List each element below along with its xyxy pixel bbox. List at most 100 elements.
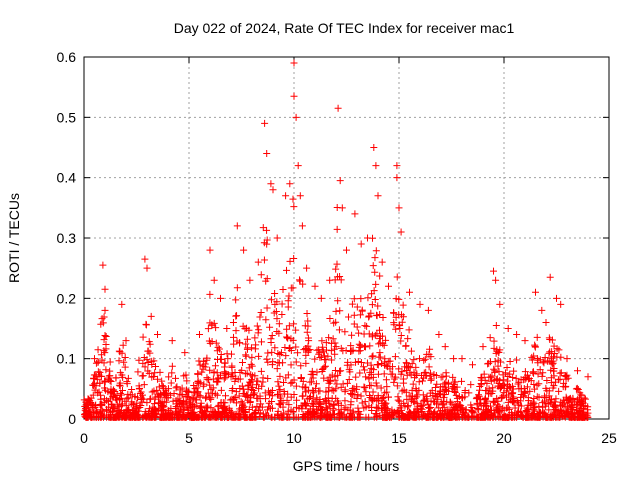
data-point [349, 346, 357, 354]
data-point [281, 343, 289, 351]
data-point [490, 337, 498, 345]
data-point [543, 387, 551, 395]
data-point [366, 342, 374, 350]
data-point [206, 366, 214, 374]
data-point [397, 332, 405, 340]
data-point [353, 323, 361, 331]
data-point [81, 412, 89, 420]
data-point [230, 395, 238, 403]
data-point [398, 387, 406, 395]
data-point [101, 285, 109, 293]
data-point [123, 380, 131, 388]
data-point [404, 402, 412, 410]
data-point [492, 376, 500, 384]
data-point [228, 363, 236, 371]
x-axis-ticks: 0 5 10 15 20 25 [80, 57, 617, 446]
data-point [95, 388, 103, 396]
data-point [475, 386, 483, 394]
data-point [479, 343, 487, 351]
data-point [124, 394, 132, 402]
data-point [203, 407, 211, 415]
data-point [500, 406, 508, 414]
data-point [492, 404, 500, 412]
data-point [496, 300, 504, 308]
data-point [355, 340, 363, 348]
data-point [221, 373, 229, 381]
data-point [502, 413, 510, 421]
data-point [372, 379, 380, 387]
data-point [158, 413, 166, 421]
data-point [277, 349, 285, 357]
data-point [513, 331, 521, 339]
data-point [402, 359, 410, 367]
data-point [435, 331, 443, 339]
data-point [180, 372, 188, 380]
data-point [312, 384, 320, 392]
data-point [290, 203, 298, 211]
data-point [331, 367, 339, 375]
data-point [140, 381, 148, 389]
data-point [247, 376, 255, 384]
data-point [290, 254, 298, 262]
data-point [302, 388, 310, 396]
data-point [554, 376, 562, 384]
data-point [542, 318, 550, 326]
data-point [154, 331, 161, 339]
data-point [318, 337, 326, 345]
data-point [245, 405, 253, 413]
data-point [564, 407, 572, 415]
data-point [96, 400, 104, 408]
data-point [454, 402, 462, 410]
data-point [199, 382, 207, 390]
data-point [382, 407, 390, 415]
data-point [290, 320, 298, 328]
data-point [330, 401, 338, 409]
data-point [397, 228, 405, 236]
data-point [488, 372, 496, 380]
data-point [498, 394, 506, 402]
data-point [533, 393, 541, 401]
data-point [408, 386, 416, 394]
y-tick-label: 0 [68, 411, 76, 427]
data-point [112, 374, 120, 382]
data-point [213, 369, 221, 377]
data-point [369, 373, 377, 381]
data-point [158, 377, 166, 385]
data-point [332, 343, 340, 351]
data-point [514, 409, 522, 417]
data-point [360, 383, 368, 391]
data-point [271, 344, 279, 352]
data-point [263, 304, 271, 312]
data-point [248, 362, 256, 370]
data-point [230, 340, 238, 348]
data-point [250, 410, 258, 418]
data-point [118, 413, 126, 421]
data-point [104, 388, 112, 396]
data-point [119, 373, 127, 381]
data-point [540, 397, 548, 405]
data-point [155, 399, 163, 407]
data-point [406, 408, 414, 416]
data-point [510, 367, 518, 375]
data-point [144, 359, 152, 367]
data-point [426, 372, 434, 380]
data-point [317, 353, 325, 361]
y-tick-label: 0.3 [57, 230, 77, 246]
data-point [368, 353, 376, 361]
data-point [296, 277, 304, 285]
data-point [530, 380, 538, 388]
data-point [263, 240, 271, 248]
data-point [337, 383, 345, 391]
data-point [427, 369, 435, 377]
data-point [221, 359, 229, 367]
data-point [397, 337, 405, 345]
data-point [574, 385, 582, 393]
data-point [365, 330, 373, 338]
data-point [208, 321, 216, 329]
data-point [298, 222, 306, 230]
data-point [557, 369, 565, 377]
data-point [160, 398, 168, 406]
data-point [432, 384, 440, 392]
data-point [451, 405, 459, 413]
data-point [530, 395, 538, 403]
